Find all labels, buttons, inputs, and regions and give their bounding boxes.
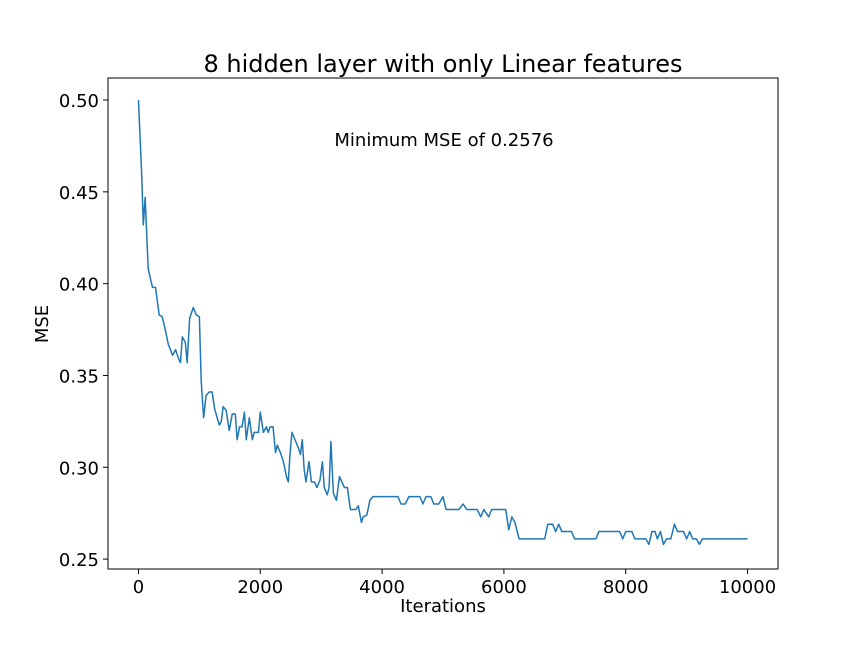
x-tick-label: 10000 bbox=[719, 577, 776, 598]
y-tick-label: 0.35 bbox=[59, 366, 99, 387]
annotation: Minimum MSE of 0.2576 bbox=[334, 130, 553, 151]
chart-title: 8 hidden layer with only Linear features bbox=[203, 50, 682, 78]
x-tick-label: 6000 bbox=[481, 577, 527, 598]
x-tick-label: 2000 bbox=[237, 577, 283, 598]
y-axis-label: MSE bbox=[32, 305, 53, 343]
y-tick-label: 0.30 bbox=[59, 458, 99, 479]
x-tick-label: 4000 bbox=[359, 577, 405, 598]
x-tick-label: 0 bbox=[133, 577, 144, 598]
plot-frame bbox=[107, 77, 779, 570]
y-tick-label: 0.25 bbox=[59, 550, 99, 571]
x-tick-label: 8000 bbox=[603, 577, 649, 598]
y-tick-label: 0.40 bbox=[59, 275, 99, 296]
y-tick-label: 0.45 bbox=[59, 183, 99, 204]
x-axis-label: Iterations bbox=[400, 596, 486, 617]
line-series bbox=[137, 99, 748, 546]
y-tick-label: 0.50 bbox=[59, 91, 99, 112]
